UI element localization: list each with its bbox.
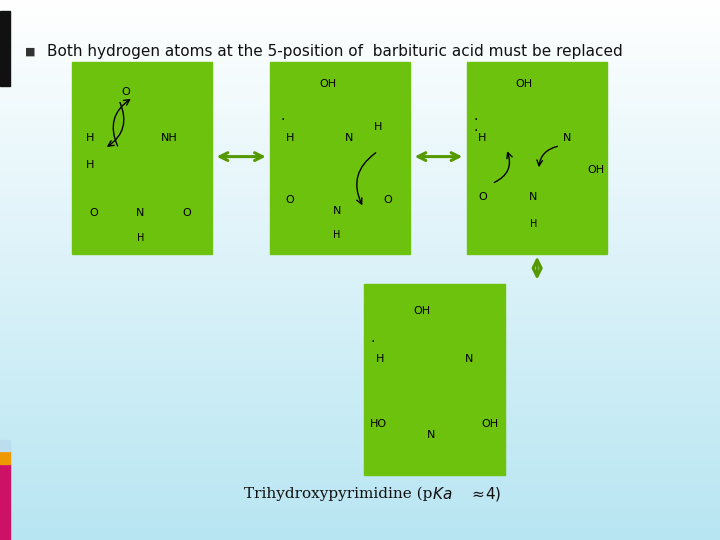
Text: H: H — [286, 133, 294, 143]
Text: N: N — [563, 133, 572, 143]
Bar — [364, 284, 505, 475]
Bar — [0, 11, 10, 86]
Bar — [0, 464, 10, 540]
Text: H: H — [478, 133, 487, 143]
Bar — [0, 440, 10, 451]
Text: H: H — [333, 230, 341, 240]
Text: OH: OH — [516, 79, 533, 89]
Text: O: O — [183, 208, 192, 218]
Text: N: N — [529, 192, 538, 202]
Text: NH: NH — [161, 133, 178, 143]
Bar — [270, 62, 410, 254]
Text: OH: OH — [413, 306, 431, 315]
Text: .: . — [371, 330, 375, 345]
Text: .: . — [473, 109, 477, 123]
Text: OH: OH — [482, 419, 499, 429]
Text: N: N — [136, 208, 145, 218]
Text: .: . — [281, 109, 285, 123]
Text: H: H — [376, 354, 384, 364]
Text: O: O — [286, 195, 294, 205]
Text: N: N — [464, 354, 473, 364]
Text: H: H — [86, 160, 94, 170]
Text: $\mathit{Ka}$: $\mathit{Ka}$ — [432, 486, 452, 502]
Text: O: O — [89, 208, 98, 218]
Text: O: O — [383, 195, 392, 205]
Text: H: H — [530, 219, 537, 229]
Text: N: N — [427, 430, 436, 440]
Text: H: H — [374, 122, 382, 132]
Text: H: H — [86, 133, 94, 143]
Text: OH: OH — [588, 165, 605, 175]
Text: ■: ■ — [25, 46, 36, 56]
Bar — [467, 62, 607, 254]
Bar — [0, 451, 10, 464]
Text: N: N — [333, 206, 341, 215]
Text: HO: HO — [370, 419, 387, 429]
Text: H: H — [137, 233, 144, 242]
Text: Both hydrogen atoms at the 5-position of  barbituric acid must be replaced: Both hydrogen atoms at the 5-position of… — [47, 44, 623, 59]
Bar — [72, 62, 212, 254]
Text: .: . — [473, 120, 477, 134]
Text: O: O — [478, 192, 487, 202]
Text: $\approx\!4)$: $\approx\!4)$ — [469, 485, 502, 503]
Text: OH: OH — [319, 79, 336, 89]
Text: O: O — [122, 87, 130, 97]
Text: N: N — [345, 133, 354, 143]
Text: Trihydroxypyrimidine (p: Trihydroxypyrimidine (p — [243, 487, 432, 501]
